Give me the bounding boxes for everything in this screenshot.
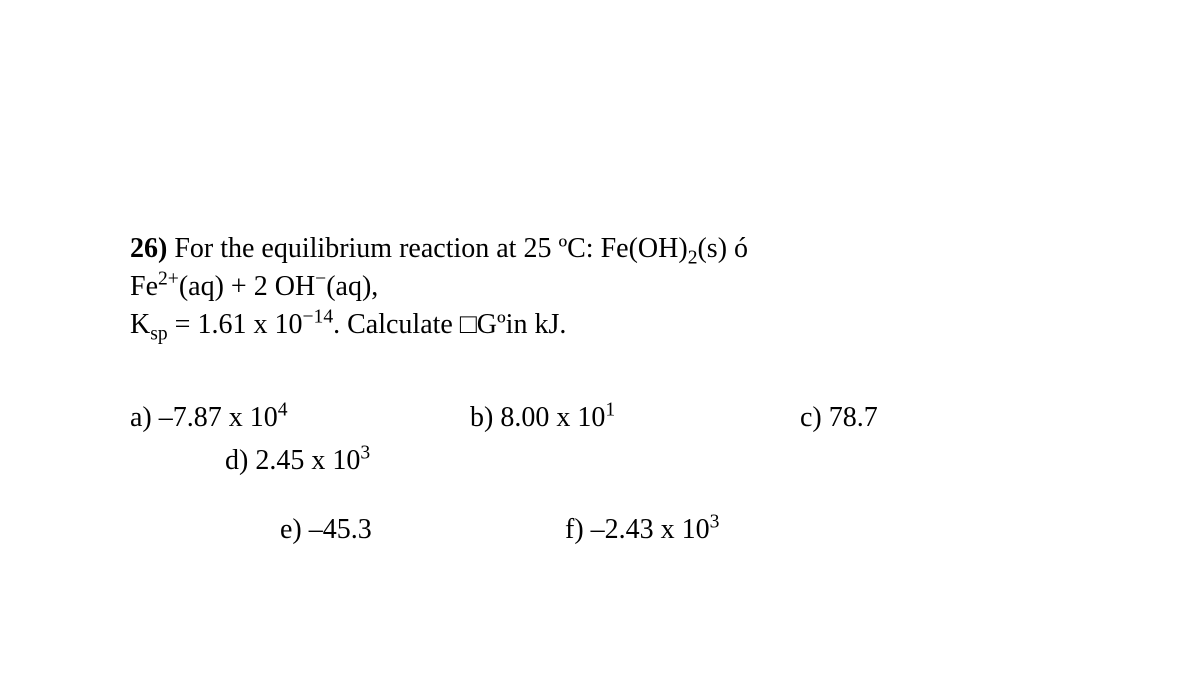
question-number: 26)	[130, 233, 167, 264]
choice-e-text: e) –45.3	[280, 514, 372, 545]
choice-d-sup: 3	[360, 443, 370, 464]
q-line2-sp2-sup: −	[315, 268, 326, 289]
choice-f: f) –2.43 x 103	[565, 510, 719, 551]
choice-f-pre: f) –2.43 x 10	[565, 514, 710, 545]
choice-b-pre: b) 8.00 x 10	[470, 402, 605, 433]
choice-d-pre: d) 2.45 x 10	[225, 445, 360, 476]
choice-c: c) 78.7	[800, 398, 878, 439]
q-line3-box: □	[460, 309, 477, 340]
question-line-1: 26) For the equilibrium reaction at 25 º…	[130, 230, 1070, 268]
question-line-3: Ksp = 1.61 x 10−14. Calculate □Gºin kJ.	[130, 306, 1070, 344]
choice-b: b) 8.00 x 101	[470, 398, 800, 439]
choices-row-1: a) –7.87 x 104 b) 8.00 x 101 c) 78.7	[130, 398, 1070, 439]
choice-a-pre: a) –7.87 x 10	[130, 402, 278, 433]
q-line2-mid: (aq) + 2 OH	[179, 271, 315, 302]
q-line3-calc: . Calculate	[333, 309, 460, 340]
question-stem: 26) For the equilibrium reaction at 25 º…	[130, 230, 1070, 343]
q-line2-sp1-sup: 2+	[158, 268, 179, 289]
choice-f-sup: 3	[710, 511, 720, 532]
q-line3-expsup: −14	[302, 306, 333, 327]
q-line3-eq: = 1.61 x 10	[168, 309, 303, 340]
question-line-2: Fe2+(aq) + 2 OH−(aq),	[130, 268, 1070, 306]
choice-c-text: c) 78.7	[800, 402, 878, 433]
choice-a: a) –7.87 x 104	[130, 398, 470, 439]
q-line1-sub: 2	[688, 248, 698, 269]
choice-b-sup: 1	[605, 400, 615, 421]
choice-e: e) –45.3	[280, 510, 565, 551]
q-line2-suffix: (aq),	[326, 271, 378, 302]
q-line2-sp1-base: Fe	[130, 271, 158, 302]
q-line1-suffix: (s) ó	[697, 233, 748, 264]
q-line3-g: Gºin kJ.	[477, 309, 567, 340]
choices-row-2: d) 2.45 x 103	[130, 441, 1070, 482]
choice-a-sup: 4	[278, 400, 288, 421]
q-line3-ksub: sp	[150, 323, 167, 344]
q-line3-k: K	[130, 309, 150, 340]
choices-row-3: e) –45.3 f) –2.43 x 103	[130, 510, 1070, 551]
choice-d: d) 2.45 x 103	[225, 441, 370, 482]
q-line1-prefix: For the equilibrium reaction at 25 ºC: F…	[167, 233, 687, 264]
answer-choices: a) –7.87 x 104 b) 8.00 x 101 c) 78.7 d) …	[130, 398, 1070, 550]
